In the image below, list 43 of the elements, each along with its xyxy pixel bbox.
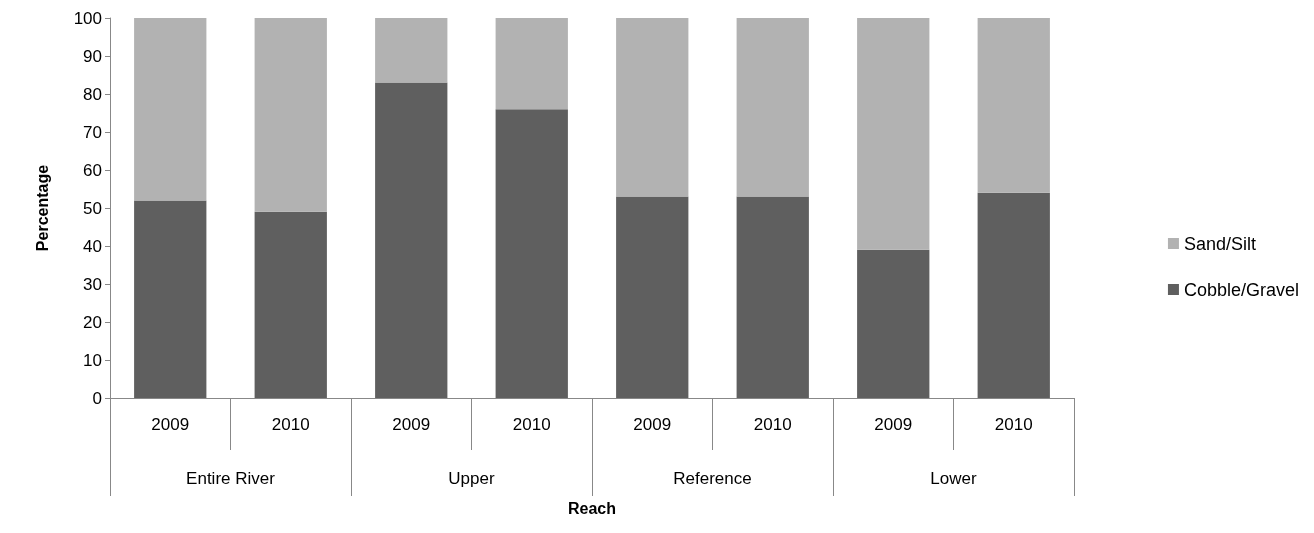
bar — [616, 18, 689, 197]
bar — [254, 18, 327, 212]
x-tick-label: 2009 — [392, 415, 431, 434]
bar — [857, 249, 930, 398]
bar — [495, 109, 568, 398]
bar — [495, 18, 568, 110]
y-tick-label: 20 — [83, 312, 102, 332]
y-tick-label: 60 — [83, 160, 102, 180]
bar — [616, 196, 689, 398]
x-tick-label: 2010 — [753, 415, 792, 434]
x-tick-label: 2010 — [994, 415, 1033, 434]
text: Entire River — [186, 469, 276, 488]
bar — [977, 18, 1050, 193]
legend-label: Sand/Silt — [1183, 233, 1256, 254]
bar — [857, 18, 930, 250]
bar — [736, 18, 809, 197]
bar — [375, 82, 448, 398]
bar — [375, 18, 448, 83]
bar — [977, 192, 1050, 398]
y-tick-label: 90 — [83, 46, 102, 66]
legend-label: Cobble/Gravel — [1183, 279, 1299, 300]
bar — [134, 18, 207, 201]
y-tick-label: 50 — [83, 198, 102, 218]
text: Upper — [448, 469, 495, 488]
y-tick-label: 30 — [83, 274, 102, 294]
y-axis-title: Percentage — [33, 164, 51, 252]
text: Lower — [930, 469, 977, 488]
x-tick-label: 2010 — [271, 415, 310, 434]
bar — [134, 200, 207, 398]
y-tick-label: 100 — [73, 8, 102, 28]
x-axis-title: Reach — [567, 499, 617, 517]
y-tick-label: 40 — [83, 236, 102, 256]
y-tick-label: 80 — [83, 84, 102, 104]
y-tick-label: 70 — [83, 122, 102, 142]
y-tick-label: 0 — [92, 388, 102, 408]
x-tick-label: 2009 — [874, 415, 913, 434]
x-tick-label: 2010 — [512, 415, 551, 434]
bar — [254, 211, 327, 398]
y-tick-label: 10 — [83, 350, 102, 370]
bar — [736, 196, 809, 398]
x-tick-label: 2009 — [151, 415, 190, 434]
text: Reference — [673, 469, 752, 488]
x-tick-label: 2009 — [633, 415, 672, 434]
